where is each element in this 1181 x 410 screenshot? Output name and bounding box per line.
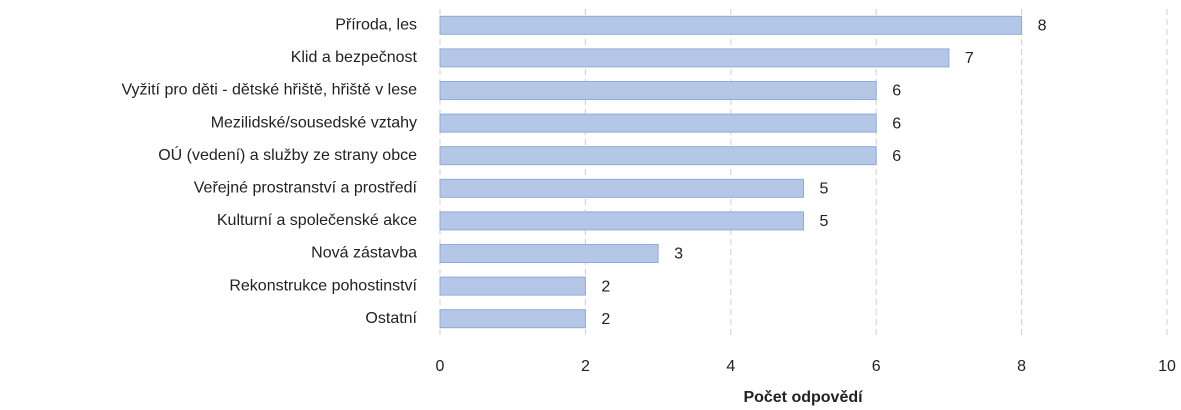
x-tick-label: 2 [581,358,590,375]
data-label: 6 [892,83,901,100]
x-tick-label: 10 [1158,358,1176,375]
bar [439,146,877,166]
bar [439,276,586,296]
y-tick-label: Kulturní a společenské akce [217,212,417,229]
data-label: 3 [674,246,683,263]
y-tick-label: Veřejné prostranství a prostředí [194,180,418,197]
bar [439,309,586,329]
y-tick-label: Mezilidské/sousedské vztahy [211,114,417,131]
bar [439,178,804,198]
data-label: 6 [892,148,901,165]
bar [439,15,1023,35]
bar [439,81,877,100]
data-label: 5 [820,213,829,230]
bar [439,244,659,263]
y-tick-label: Rekonstrukce pohostinství [229,277,417,294]
x-axis-label: Počet odpovědí [743,389,863,406]
x-tick-label: 0 [436,358,445,375]
data-label: 2 [601,311,610,328]
x-tick-label: 6 [872,358,881,375]
y-tick-label: Nová zástavba [311,245,417,262]
y-tick-label: Klid a bezpečnost [291,49,418,66]
bar [439,211,804,231]
y-tick-label: Ostatní [365,310,417,327]
data-label: 2 [601,278,610,295]
y-tick-label: Příroda, les [335,17,417,34]
bar [439,48,950,68]
y-tick-label: Vyžití pro děti - dětské hřiště, hřiště … [121,82,417,99]
bar [439,113,877,133]
data-label: 5 [820,181,829,198]
data-label: 7 [965,50,974,67]
y-tick-label: OÚ (vedení) a služby ze strany obce [158,145,417,164]
x-tick-label: 4 [726,358,735,375]
data-label: 6 [892,115,901,132]
x-tick-label: 8 [1017,358,1026,375]
data-label: 8 [1038,18,1047,35]
